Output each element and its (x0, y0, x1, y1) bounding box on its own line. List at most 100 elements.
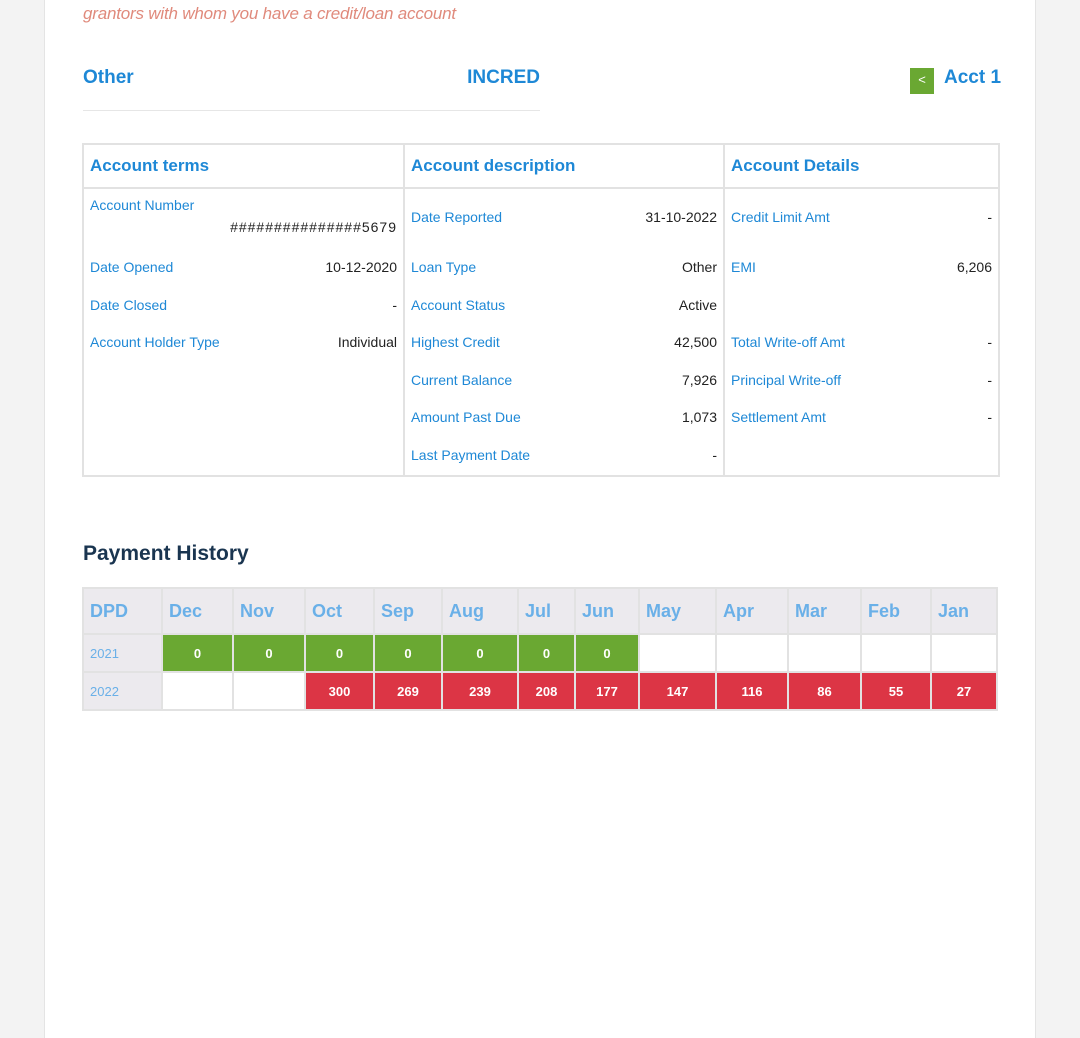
emi-row: EMI 6,206 (731, 259, 992, 281)
account-note: grantors with whom you have a credit/loa… (83, 4, 456, 23)
account-details-cell: Credit Limit Amt - EMI 6,206 Total Write… (723, 187, 1000, 477)
date-opened-row: Date Opened 10-12-2020 (90, 259, 397, 281)
date-opened-label: Date Opened (90, 259, 174, 275)
current-balance-label: Current Balance (411, 372, 513, 388)
account-navigator: < Acct 1 (910, 67, 1002, 95)
loan-type-row: Loan Type Other (411, 259, 717, 281)
month-header: Jun (574, 587, 640, 635)
dpd-cell: 86 (787, 671, 862, 711)
account-details-heading: Account Details (723, 143, 1000, 189)
holder-type-value: Individual (337, 334, 397, 350)
dpd-cell: 147 (638, 671, 717, 711)
principal-writeoff-value: - (987, 372, 992, 388)
account-description-cell: Date Reported 31-10-2022 Loan Type Other… (403, 187, 725, 477)
dpd-cell: 239 (441, 671, 519, 711)
dpd-cell: 0 (574, 633, 640, 673)
lender-name: INCRED (467, 67, 540, 88)
account-terms-heading: Account terms (82, 143, 405, 189)
month-header: Jul (517, 587, 576, 635)
dpd-cell: 0 (373, 633, 443, 673)
past-due-label: Amount Past Due (411, 409, 521, 425)
highest-credit-label: Highest Credit (411, 334, 500, 350)
previous-account-button[interactable]: < (910, 68, 934, 94)
last-payment-row: Last Payment Date - (411, 447, 717, 469)
account-number-row: Account Number ###############5679 (90, 197, 397, 235)
total-writeoff-value: - (987, 334, 992, 350)
year-cell: 2021 (82, 633, 163, 673)
date-reported-row: Date Reported 31-10-2022 (411, 209, 717, 231)
account-number-label: Account Number (90, 197, 195, 213)
dpd-cell (860, 633, 932, 673)
dpd-cell: 269 (373, 671, 443, 711)
month-header: Aug (441, 587, 519, 635)
principal-writeoff-row: Principal Write-off - (731, 372, 992, 394)
payment-history-header-row: DPD Dec Nov Oct Sep Aug Jul Jun May Apr … (82, 587, 998, 635)
dpd-cell: 300 (304, 671, 375, 711)
highest-credit-row: Highest Credit 42,500 (411, 334, 717, 356)
month-header: Feb (860, 587, 932, 635)
credit-limit-row: Credit Limit Amt - (731, 209, 992, 231)
holder-type-label: Account Holder Type (90, 334, 220, 350)
past-due-value: 1,073 (681, 409, 717, 425)
account-number-value: ###############5679 (230, 219, 397, 235)
settlement-row: Settlement Amt - (731, 409, 992, 431)
month-header: Mar (787, 587, 862, 635)
payment-history-row: 2021 0 0 0 0 0 0 0 (82, 633, 998, 673)
dpd-cell: 0 (441, 633, 519, 673)
month-header: Nov (232, 587, 306, 635)
dpd-cell: 177 (574, 671, 640, 711)
account-type: Other (83, 67, 134, 88)
dpd-cell (930, 633, 998, 673)
settlement-label: Settlement Amt (731, 409, 826, 425)
date-closed-value: - (392, 297, 397, 313)
date-closed-label: Date Closed (90, 297, 168, 313)
account-status-row: Account Status Active (411, 297, 717, 319)
current-balance-row: Current Balance 7,926 (411, 372, 717, 394)
payment-history-table: DPD Dec Nov Oct Sep Aug Jul Jun May Apr … (82, 587, 998, 711)
dpd-cell: 0 (161, 633, 234, 673)
credit-limit-label: Credit Limit Amt (731, 209, 830, 225)
dpd-cell (161, 671, 234, 711)
dpd-cell: 208 (517, 671, 576, 711)
account-description-heading: Account description (403, 143, 725, 189)
dpd-cell: 55 (860, 671, 932, 711)
dpd-header: DPD (82, 587, 163, 635)
date-reported-label: Date Reported (411, 209, 503, 225)
dpd-cell: 116 (715, 671, 789, 711)
account-status-value: Active (678, 297, 717, 313)
dpd-cell (232, 671, 306, 711)
month-header: Jan (930, 587, 998, 635)
month-header: Apr (715, 587, 789, 635)
year-cell: 2022 (82, 671, 163, 711)
month-header: Oct (304, 587, 375, 635)
account-label: Acct 1 (944, 67, 1002, 88)
date-reported-value: 31-10-2022 (645, 209, 717, 225)
dpd-cell (715, 633, 789, 673)
credit-limit-value: - (987, 209, 992, 225)
account-terms-cell: Account Number ###############5679 Date … (82, 187, 405, 477)
settlement-value: - (987, 409, 992, 425)
past-due-row: Amount Past Due 1,073 (411, 409, 717, 431)
principal-writeoff-label: Principal Write-off (731, 372, 841, 388)
payment-history-title: Payment History (83, 542, 249, 565)
last-payment-label: Last Payment Date (411, 447, 531, 463)
dpd-cell: 0 (304, 633, 375, 673)
holder-type-row: Account Holder Type Individual (90, 334, 397, 356)
loan-type-label: Loan Type (411, 259, 477, 275)
total-writeoff-label: Total Write-off Amt (731, 334, 845, 350)
month-header: May (638, 587, 717, 635)
emi-label: EMI (731, 259, 756, 275)
account-header: Other INCRED (83, 64, 540, 111)
date-closed-row: Date Closed - (90, 297, 397, 319)
dpd-cell: 0 (517, 633, 576, 673)
last-payment-value: - (712, 447, 717, 463)
dpd-cell: 27 (930, 671, 998, 711)
total-writeoff-row: Total Write-off Amt - (731, 334, 992, 356)
current-balance-value: 7,926 (681, 372, 717, 388)
emi-value: 6,206 (956, 259, 992, 275)
month-header: Sep (373, 587, 443, 635)
highest-credit-value: 42,500 (674, 334, 717, 350)
account-terms-table: Account terms Account description Accoun… (82, 143, 1000, 477)
dpd-cell (638, 633, 717, 673)
account-status-label: Account Status (411, 297, 506, 313)
